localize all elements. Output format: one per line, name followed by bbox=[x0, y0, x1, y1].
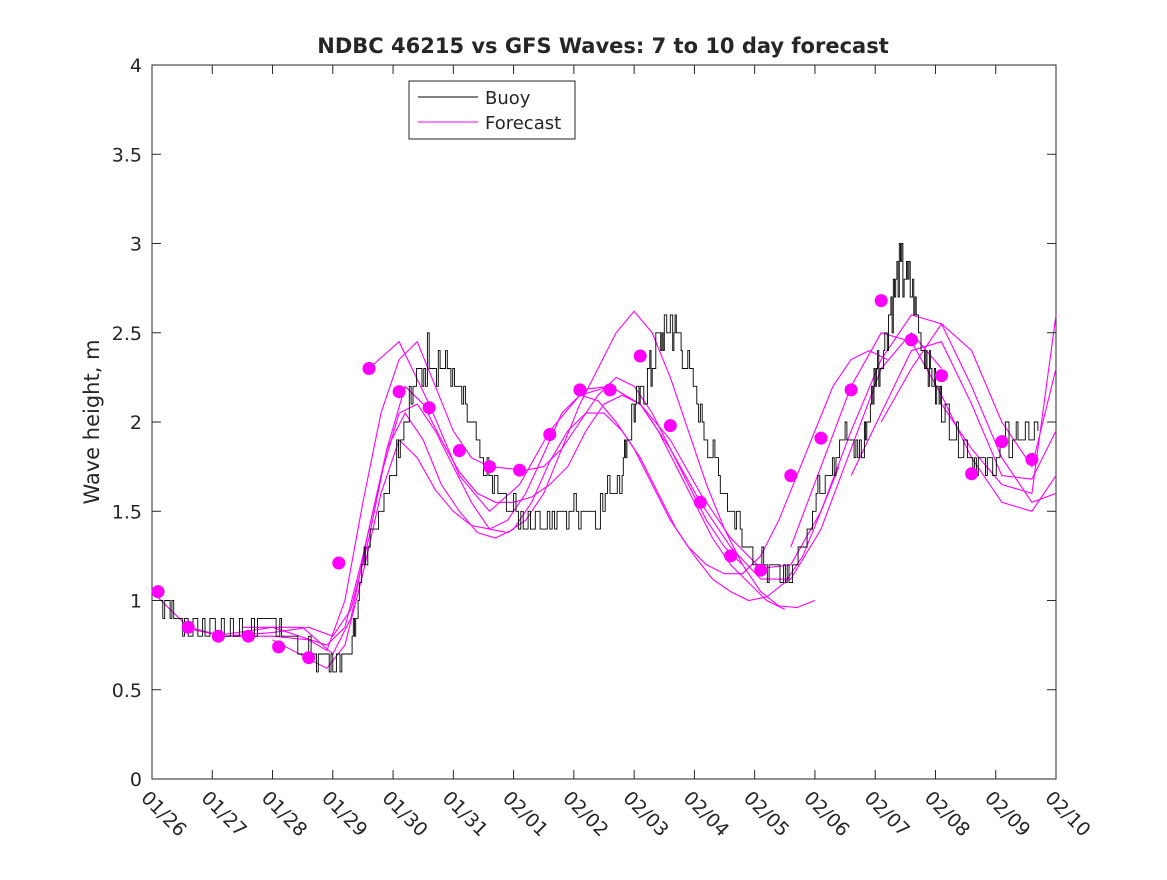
buoy-series-group bbox=[152, 243, 1039, 673]
y-tick-label: 3 bbox=[130, 234, 142, 256]
x-tick-label: 01/29 bbox=[317, 787, 371, 841]
forecast-point bbox=[874, 294, 888, 308]
forecast-point bbox=[603, 383, 617, 397]
x-tick-label: 02/08 bbox=[920, 787, 974, 841]
y-tick-label: 2.5 bbox=[112, 323, 142, 345]
forecast-point bbox=[362, 362, 376, 375]
y-axis-label: Wave height, m bbox=[80, 339, 104, 504]
y-tick-label: 2 bbox=[130, 412, 142, 434]
forecast-point bbox=[754, 563, 768, 577]
forecast-points-group bbox=[151, 294, 1039, 665]
forecast-point bbox=[633, 349, 647, 363]
y-tick-label: 0 bbox=[130, 769, 142, 791]
x-tick-label: 01/26 bbox=[136, 787, 190, 841]
forecast-run-line-7 bbox=[579, 314, 1057, 569]
forecast-run-line-5 bbox=[272, 349, 888, 670]
y-tick-label: 1.5 bbox=[112, 501, 142, 523]
forecast-point bbox=[904, 333, 918, 347]
legend-entry-forecast: Forecast bbox=[485, 113, 561, 134]
forecast-point bbox=[272, 640, 286, 654]
forecast-run-line-8 bbox=[790, 332, 1057, 548]
forecast-point bbox=[573, 383, 587, 397]
forecast-run-line-9 bbox=[850, 341, 1057, 480]
forecast-point bbox=[1025, 453, 1039, 466]
forecast-point bbox=[332, 556, 346, 570]
legend-entry-buoy: Buoy bbox=[485, 88, 531, 109]
y-tick-label: 4 bbox=[130, 55, 142, 77]
x-tick-label: 02/10 bbox=[1040, 787, 1094, 841]
forecast-point bbox=[483, 460, 496, 474]
legend: Buoy Forecast bbox=[408, 80, 576, 140]
forecast-point bbox=[151, 585, 165, 599]
x-tick-label: 02/02 bbox=[558, 787, 612, 841]
forecast-point bbox=[513, 463, 527, 477]
x-tick-label: 02/06 bbox=[799, 787, 853, 841]
x-tick-label: 02/04 bbox=[679, 787, 733, 841]
forecast-point bbox=[965, 467, 979, 481]
forecast-point bbox=[211, 629, 225, 643]
x-tick-label: 01/28 bbox=[257, 787, 311, 841]
chart-title: NDBC 46215 vs GFS Waves: 7 to 10 day for… bbox=[317, 34, 888, 58]
y-tick-label: 0.5 bbox=[112, 680, 142, 702]
y-tick-label: 3.5 bbox=[112, 144, 142, 166]
forecast-point bbox=[724, 549, 738, 563]
x-tick-label: 01/30 bbox=[378, 787, 432, 841]
forecast-point bbox=[392, 385, 406, 399]
forecast-point bbox=[241, 629, 255, 643]
x-tick-label: 02/01 bbox=[498, 787, 552, 841]
forecast-run-line-10 bbox=[880, 322, 1057, 468]
forecast-point bbox=[844, 383, 858, 397]
forecast-run-line-6 bbox=[368, 331, 942, 580]
forecast-run-line-4 bbox=[242, 412, 840, 655]
x-tick-label: 02/07 bbox=[860, 787, 914, 841]
buoy-line bbox=[152, 243, 1039, 673]
plot-area bbox=[151, 64, 1057, 780]
x-tick-label: 02/05 bbox=[739, 787, 793, 841]
legend-box bbox=[408, 80, 576, 140]
forecast-point bbox=[995, 435, 1009, 449]
forecast-point bbox=[543, 428, 557, 441]
forecast-point bbox=[452, 444, 466, 458]
x-tick-label: 02/03 bbox=[619, 787, 673, 841]
x-tick-label: 01/31 bbox=[438, 787, 492, 841]
forecast-point bbox=[935, 369, 948, 383]
forecast-point bbox=[302, 651, 316, 665]
forecast-run-line-11 bbox=[941, 314, 1057, 495]
forecast-point bbox=[181, 620, 195, 634]
forecast-point bbox=[814, 431, 828, 445]
forecast-point bbox=[663, 419, 677, 433]
x-tick-label: 01/27 bbox=[197, 787, 251, 841]
forecast-point bbox=[422, 401, 436, 415]
forecast-series-group bbox=[151, 310, 1057, 670]
forecast-point bbox=[784, 469, 798, 483]
forecast-point bbox=[693, 495, 707, 509]
x-tick-label: 02/09 bbox=[980, 787, 1034, 841]
y-tick-label: 1 bbox=[130, 591, 142, 613]
